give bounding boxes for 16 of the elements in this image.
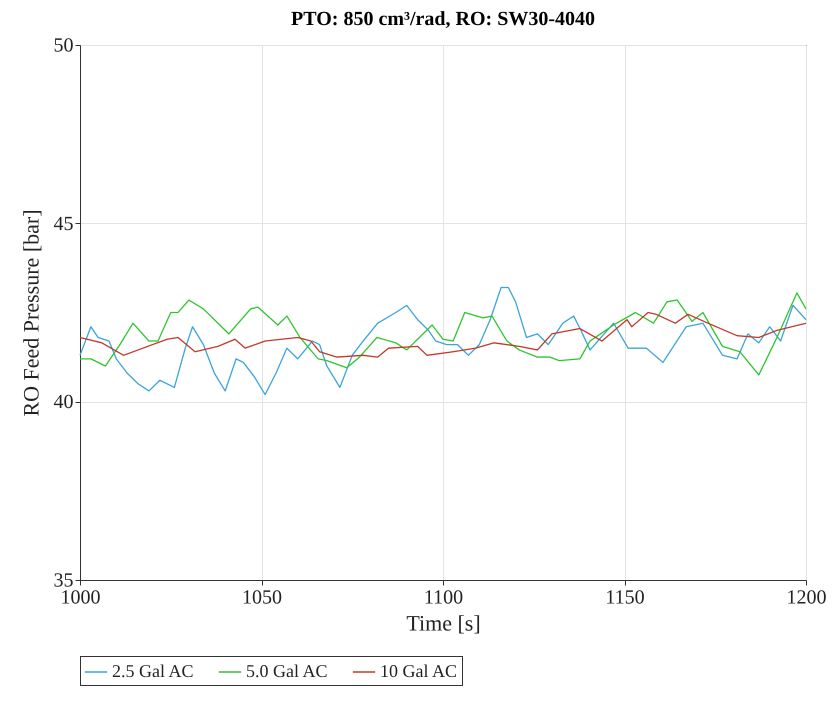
y-tick-label: 50 <box>54 34 74 56</box>
legend-label: 5.0 Gal AC <box>246 661 328 681</box>
line-series <box>79 292 807 376</box>
x-tick-label: 1150 <box>605 586 645 608</box>
x-axis-title: Time [s] <box>406 610 481 636</box>
x-tick-label: 1200 <box>786 586 826 608</box>
line-series <box>79 286 807 396</box>
x-tick-label: 1100 <box>424 586 464 608</box>
chart-title: PTO: 850 cm³/rad, RO: SW30-4040 <box>291 8 595 30</box>
x-tick-label: 1050 <box>242 586 282 608</box>
legend-label: 10 Gal AC <box>380 661 458 681</box>
y-tick-label: 40 <box>54 391 74 414</box>
y-axis-title: RO Feed Pressure [bar] <box>18 209 44 417</box>
legend-label: 2.5 Gal AC <box>112 661 194 681</box>
y-tick-label: 45 <box>54 212 74 235</box>
line-series <box>79 312 807 358</box>
